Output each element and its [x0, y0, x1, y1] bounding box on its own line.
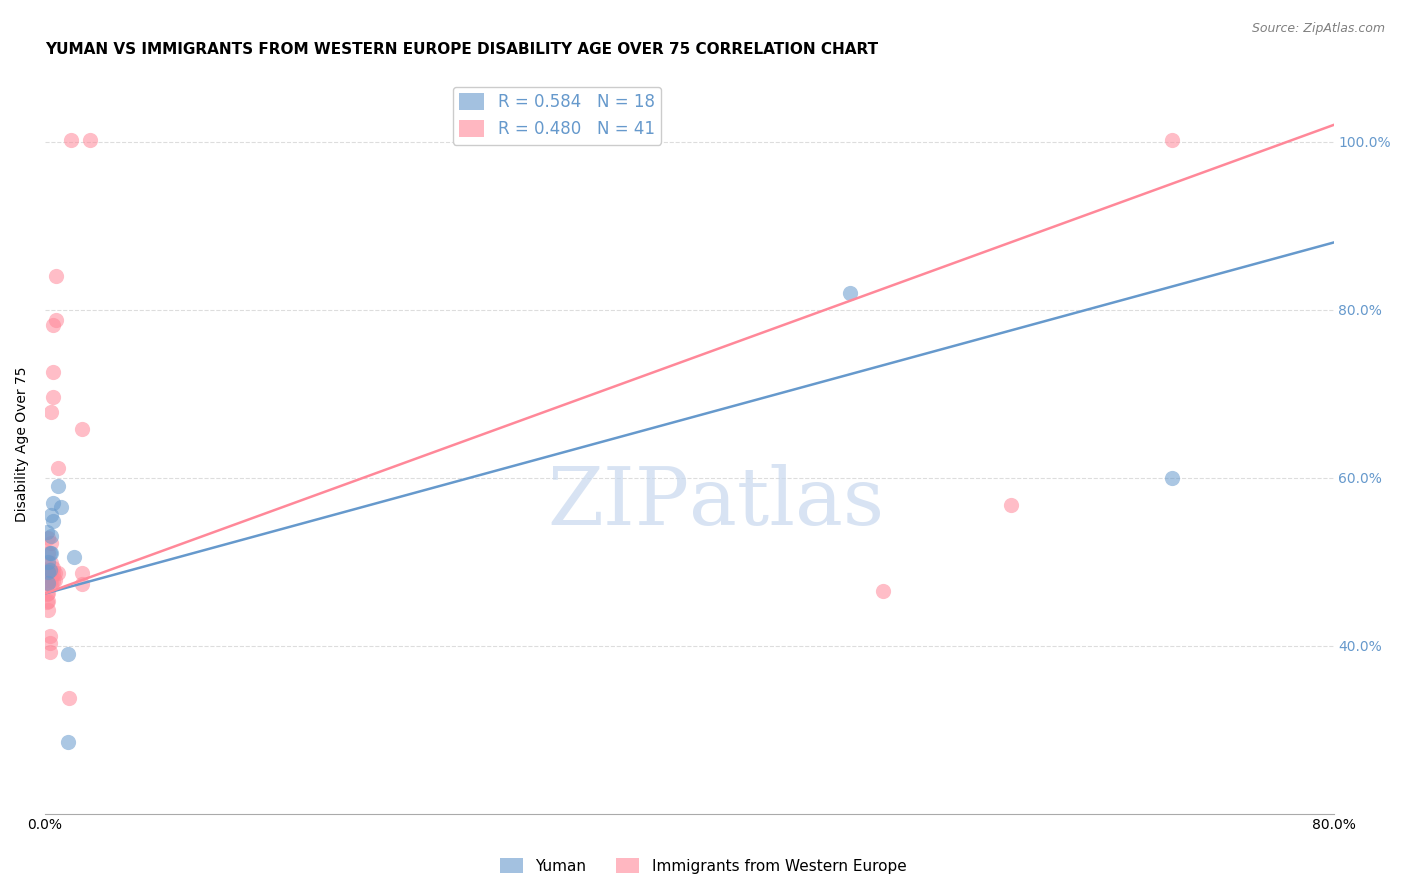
Point [41, 573, 63, 587]
Point [1000, 498, 1022, 512]
Point [38, 628, 60, 642]
Point [37, 555, 59, 569]
Point [41, 405, 63, 419]
Point [46, 479, 69, 493]
Point [46, 460, 69, 475]
Point [42, 496, 65, 510]
Point [35, 595, 58, 609]
Point [41, 536, 63, 550]
Point [41, 546, 63, 560]
Point [42, 514, 65, 528]
Point [79, 133, 101, 147]
Point [37, 573, 59, 587]
Point [42, 560, 65, 574]
Point [42, 318, 65, 332]
Point [37, 561, 59, 575]
Point [42, 567, 65, 582]
Point [45, 313, 67, 327]
Legend: R = 0.584   N = 18, R = 0.480   N = 41: R = 0.584 N = 18, R = 0.480 N = 41 [453, 87, 661, 145]
Text: atlas: atlas [689, 464, 884, 542]
Point [37, 565, 59, 579]
Text: Source: ZipAtlas.com: Source: ZipAtlas.com [1251, 22, 1385, 36]
Point [41, 557, 63, 571]
Point [70, 422, 93, 436]
Point [38, 546, 60, 560]
Point [58, 690, 80, 705]
Text: ZIP: ZIP [547, 464, 689, 542]
Point [1161, 470, 1184, 484]
Text: YUMAN VS IMMIGRANTS FROM WESTERN EUROPE DISABILITY AGE OVER 75 CORRELATION CHART: YUMAN VS IMMIGRANTS FROM WESTERN EUROPE … [45, 42, 879, 57]
Point [839, 285, 862, 300]
Point [59, 133, 82, 147]
Point [35, 563, 58, 577]
Point [872, 584, 894, 599]
Point [38, 645, 60, 659]
Point [41, 565, 63, 579]
Point [37, 585, 59, 599]
Point [70, 577, 93, 591]
Point [46, 566, 69, 580]
Point [63, 550, 86, 565]
Point [37, 531, 59, 545]
Point [1161, 133, 1184, 147]
Point [56, 647, 79, 661]
Point [41, 508, 63, 523]
Point [37, 603, 59, 617]
Point [44, 566, 66, 580]
Point [42, 390, 65, 404]
Point [38, 636, 60, 650]
Point [37, 594, 59, 608]
Point [35, 525, 58, 540]
Point [35, 575, 58, 590]
Point [44, 573, 66, 587]
Y-axis label: Disability Age Over 75: Disability Age Over 75 [15, 367, 30, 522]
Point [37, 546, 59, 560]
Point [56, 735, 79, 749]
Point [41, 529, 63, 543]
Point [45, 269, 67, 284]
Point [49, 500, 72, 514]
Point [41, 578, 63, 592]
Point [37, 575, 59, 590]
Point [70, 566, 93, 580]
Point [38, 563, 60, 577]
Point [42, 574, 65, 588]
Legend: Yuman, Immigrants from Western Europe: Yuman, Immigrants from Western Europe [494, 852, 912, 880]
Point [35, 586, 58, 600]
Point [42, 365, 65, 379]
